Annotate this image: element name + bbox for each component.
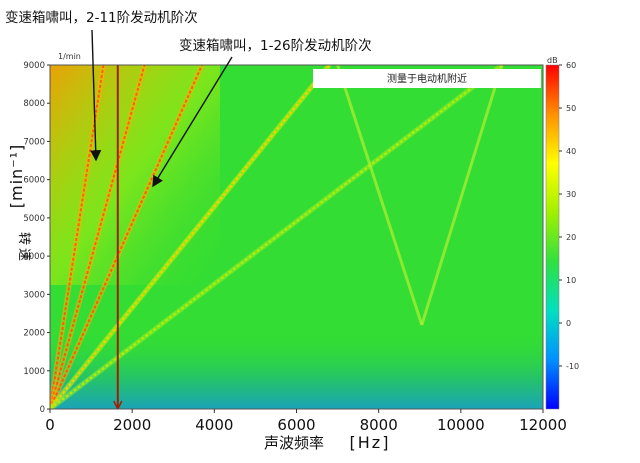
x-axis-unit: [Hz] [350, 433, 391, 452]
colorbar-tick-label: -10 [566, 362, 579, 371]
note-box: 测量于电动机附近 [313, 69, 541, 88]
x-tick-label: 6000 [277, 416, 315, 434]
y-tick-label: 2000 [23, 329, 45, 339]
order-line-glow [50, 65, 504, 409]
plot-area [49, 64, 544, 410]
colorbar-ticks: -10 0 10 20 30 40 50 60 [559, 61, 579, 371]
x-tick-label: 0 [45, 416, 55, 434]
y-tick-label: 5000 [23, 214, 45, 224]
colorbar-tick-label: 50 [566, 104, 576, 113]
y-tick-label: 1000 [23, 367, 45, 377]
x-tick-label: 4000 [195, 416, 233, 434]
x-tick-label: 8000 [360, 416, 398, 434]
colorbar-tick-label: 40 [566, 147, 576, 156]
colorbar-label: dB [547, 56, 558, 65]
order-line [50, 65, 203, 409]
y-tick-label: 3000 [23, 290, 45, 300]
y-axis-unit: [min⁻¹] [7, 144, 26, 209]
y-axis: 0 1000 2000 3000 4000 5000 6000 7000 8000 9000 [23, 61, 50, 415]
x-tick-label: 10000 [437, 416, 485, 434]
y-tick-label: 8000 [23, 99, 45, 109]
vertical-marker-arrow [113, 400, 123, 409]
colorbar-tick-label: 60 [566, 61, 576, 70]
colorbar: dB -10 0 10 20 30 40 50 60 [545, 56, 579, 410]
colorbar-tick-label: 10 [566, 276, 576, 285]
annotation-2-arrow [152, 56, 233, 188]
x-tick-label: 12000 [519, 416, 567, 434]
annotation-1: 变速箱啸叫，2-11阶发动机阶次 [5, 10, 198, 162]
resonance-line [420, 65, 504, 326]
heatmap-layer [50, 65, 543, 409]
annotation-2: 变速箱啸叫，1-26阶发动机阶次 [152, 38, 372, 188]
annotation-2-text: 变速箱啸叫，1-26阶发动机阶次 [179, 38, 372, 54]
y-tick-label: 4000 [23, 252, 45, 262]
colorbar-tick-label: 30 [566, 190, 576, 199]
resonance-line [336, 65, 424, 326]
x-axis-label: 声波频率 [264, 434, 324, 452]
order-line [50, 65, 146, 409]
low-speed-band [50, 330, 543, 409]
x-axis: 0 2000 4000 6000 8000 10000 12000 [45, 409, 567, 434]
y-tick-label: 0 [40, 405, 45, 415]
annotation-1-arrow [90, 29, 102, 162]
y-unit-small: 1/min [58, 52, 81, 61]
colorbar-tick-label: 20 [566, 233, 576, 242]
annotation-1-text: 变速箱啸叫，2-11阶发动机阶次 [5, 10, 198, 26]
colorbar-tick-label: 0 [566, 319, 571, 328]
y-tick-label: 7000 [23, 137, 45, 147]
note-text: 测量于电动机附近 [387, 72, 467, 85]
order-line [50, 65, 331, 409]
y-tick-label: 9000 [23, 61, 45, 71]
y-axis-label: 转速 [16, 232, 31, 264]
y-tick-label: 6000 [23, 176, 45, 186]
x-tick-label: 2000 [113, 416, 151, 434]
colorbar-gradient [545, 64, 560, 410]
